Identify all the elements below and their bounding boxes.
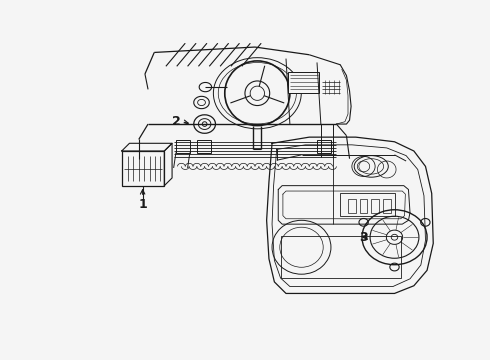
Bar xyxy=(348,199,356,213)
Text: 1: 1 xyxy=(138,198,147,211)
Bar xyxy=(288,72,319,93)
Bar xyxy=(197,140,211,153)
Bar xyxy=(340,193,394,216)
Bar xyxy=(281,236,401,278)
Text: 2: 2 xyxy=(172,115,180,128)
Bar xyxy=(383,199,391,213)
Bar xyxy=(176,140,190,153)
Bar xyxy=(122,151,164,186)
Text: 3: 3 xyxy=(359,231,368,244)
Bar xyxy=(317,140,331,153)
Bar xyxy=(371,199,379,213)
Bar xyxy=(360,199,368,213)
